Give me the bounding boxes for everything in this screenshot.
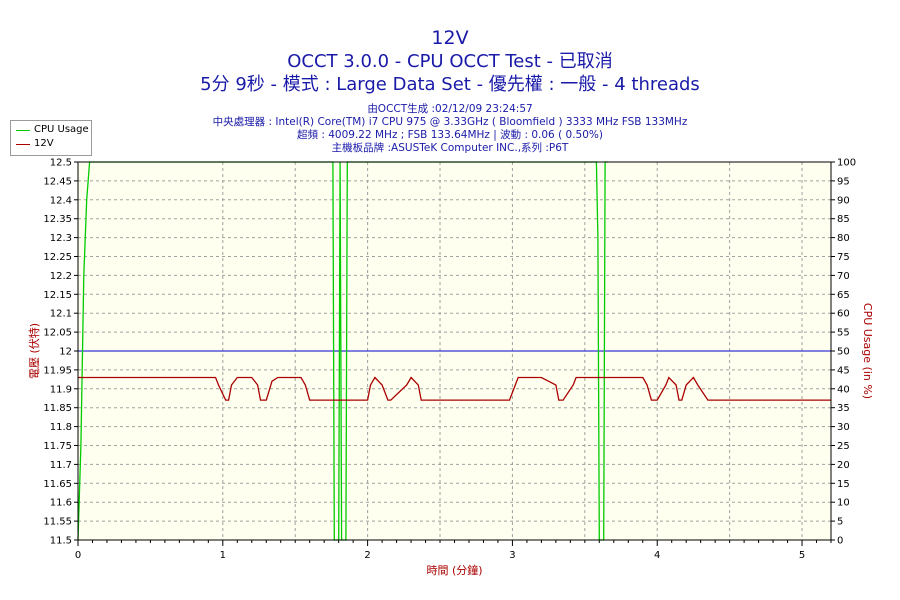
x-tick-label: 3 bbox=[509, 550, 515, 561]
y-right-tick-label: 35 bbox=[837, 403, 850, 414]
y-left-tick-label: 12.45 bbox=[43, 176, 72, 187]
run-info: 5分 9秒 - 模式 : Large Data Set - 優先權 : 一般 -… bbox=[200, 74, 700, 95]
y-left-tick-label: 12 bbox=[59, 347, 72, 358]
y-right-tick-label: 50 bbox=[837, 347, 850, 358]
y-right-tick-label: 75 bbox=[837, 252, 850, 263]
y-left-tick-label: 12.4 bbox=[50, 195, 72, 206]
plot-frame bbox=[77, 161, 832, 541]
legend-label-12v: 12V bbox=[34, 138, 54, 149]
y-right-tick-label: 10 bbox=[837, 498, 850, 509]
y-right-tick-label: 55 bbox=[837, 328, 850, 339]
y-right-tick-label: 80 bbox=[837, 233, 850, 244]
cpu-usage-swatch bbox=[16, 130, 30, 131]
y-left-tick-label: 11.8 bbox=[50, 422, 72, 433]
x-tick-label: 5 bbox=[799, 550, 805, 561]
overclock-info: 超頻 : 4009.22 MHz ; FSB 133.64MHz | 波動 : … bbox=[297, 129, 603, 141]
12v-swatch bbox=[16, 144, 30, 145]
y-left-tick-label: 11.75 bbox=[43, 441, 72, 452]
y-left-tick-label: 11.6 bbox=[50, 498, 72, 509]
x-tick-label: 1 bbox=[220, 550, 226, 561]
chart-subtitle: OCCT 3.0.0 - CPU OCCT Test - 已取消 bbox=[287, 51, 613, 72]
y-right-tick-label: 20 bbox=[837, 460, 850, 471]
y-right-tick-label: 0 bbox=[837, 536, 843, 547]
y-left-tick-label: 11.9 bbox=[50, 384, 72, 395]
series-line-12v bbox=[78, 376, 831, 401]
y-right-axis-label: CPU Usage (in %) bbox=[861, 303, 874, 399]
y-right-tick-label: 70 bbox=[837, 271, 850, 282]
x-tick-label: 2 bbox=[364, 550, 370, 561]
y-right-tick-label: 60 bbox=[837, 309, 850, 320]
y-left-tick-label: 12.1 bbox=[50, 309, 72, 320]
legend-label-cpu-usage: CPU Usage bbox=[34, 124, 89, 135]
y-left-tick-label: 11.65 bbox=[43, 479, 72, 490]
y-right-tick-label: 15 bbox=[837, 479, 850, 490]
y-right-tick-label: 40 bbox=[837, 384, 850, 395]
y-left-tick-label: 12.5 bbox=[50, 158, 72, 169]
legend-item-12v: 12V bbox=[11, 137, 91, 151]
y-left-tick-label: 12.15 bbox=[43, 290, 72, 301]
y-left-tick-label: 12.05 bbox=[43, 328, 72, 339]
motherboard-info: 主機板品牌 :ASUSTeK Computer INC.,系列 :P6T bbox=[331, 142, 569, 154]
chart-title: 12V bbox=[431, 27, 469, 49]
y-left-tick-label: 11.85 bbox=[43, 403, 72, 414]
y-right-tick-label: 90 bbox=[837, 195, 850, 206]
y-right-tick-label: 95 bbox=[837, 176, 850, 187]
y-right-tick-label: 45 bbox=[837, 365, 850, 376]
legend-item-cpu-usage: CPU Usage bbox=[11, 123, 91, 137]
y-right-tick-label: 65 bbox=[837, 290, 850, 301]
cpu-info: 中央處理器 : Intel(R) Core(TM) i7 CPU 975 @ 3… bbox=[212, 116, 688, 128]
y-left-tick-label: 12.35 bbox=[43, 214, 72, 225]
y-right-tick-label: 5 bbox=[837, 517, 843, 528]
chart-legend: CPU Usage 12V bbox=[10, 120, 92, 156]
y-left-tick-label: 12.3 bbox=[50, 233, 72, 244]
generated-info: 由OCCT生成 :02/12/09 23:24:57 bbox=[367, 103, 533, 115]
y-left-tick-label: 12.25 bbox=[43, 252, 72, 263]
y-right-tick-label: 85 bbox=[837, 214, 850, 225]
y-left-tick-label: 11.5 bbox=[50, 536, 72, 547]
x-tick-label: 4 bbox=[654, 550, 660, 561]
x-tick-label: 0 bbox=[75, 550, 81, 561]
y-left-axis-label: 電壓 (伏特) bbox=[27, 323, 41, 379]
y-right-tick-label: 100 bbox=[837, 158, 856, 169]
y-left-tick-label: 11.55 bbox=[43, 517, 72, 528]
y-right-tick-label: 25 bbox=[837, 441, 850, 452]
x-axis-label: 時間 (分鐘) bbox=[426, 563, 482, 577]
y-left-tick-label: 11.7 bbox=[50, 460, 72, 471]
y-right-tick-label: 30 bbox=[837, 422, 850, 433]
y-left-tick-label: 12.2 bbox=[50, 271, 72, 282]
y-left-tick-label: 11.95 bbox=[43, 365, 72, 376]
